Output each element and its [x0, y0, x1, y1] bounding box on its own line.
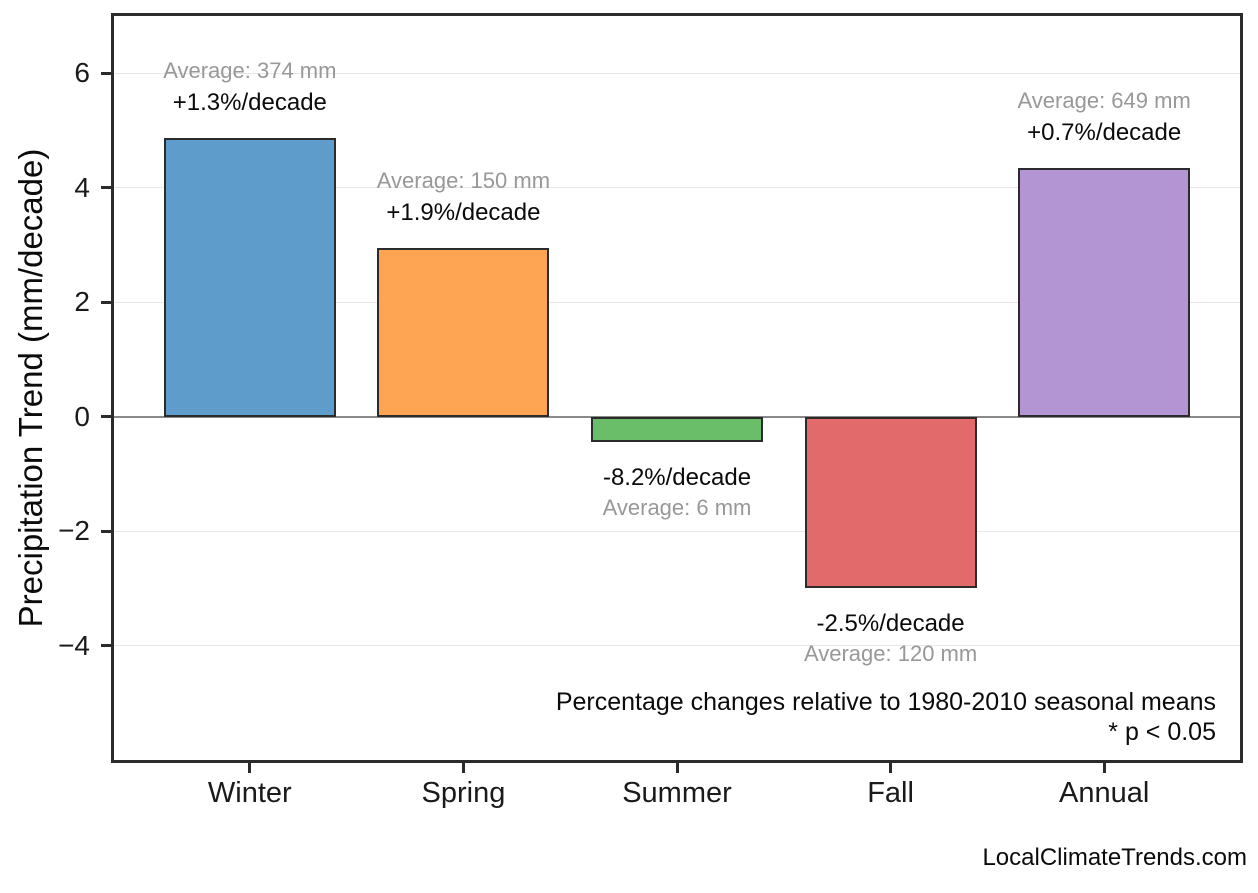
bar-fall: [804, 416, 977, 589]
bar-summer: [591, 416, 763, 443]
y-tick-label: −4: [58, 629, 90, 661]
y-tick-label: 0: [74, 400, 90, 432]
gridline-y-2: [114, 301, 1240, 303]
bar-avg-label-annual: Average: 649 mm: [1017, 87, 1191, 113]
y-tick-mark: [101, 186, 111, 190]
x-tick-mark: [248, 763, 252, 773]
bar-avg-label-spring: Average: 150 mm: [376, 167, 551, 193]
y-tick-label: −2: [58, 515, 90, 547]
note-percentage-baseline: Percentage changes relative to 1980-2010…: [555, 688, 1216, 716]
y-tick-mark: [101, 529, 111, 533]
x-tick-label-winter: Winter: [207, 777, 292, 809]
bar-spring: [377, 247, 550, 417]
y-tick-mark: [101, 415, 111, 419]
gridline-y--2: [114, 530, 1240, 532]
bar-pct-label-summer: -8.2%/decade: [602, 464, 752, 492]
x-tick-label-fall: Fall: [867, 777, 914, 809]
gridline-y-6: [114, 72, 1240, 74]
y-tick-mark: [101, 644, 111, 648]
x-tick-mark: [675, 763, 679, 773]
y-tick-label: 4: [74, 171, 90, 203]
y-axis-title: Precipitation Trend (mm/decade): [12, 148, 49, 628]
y-tick-mark: [101, 71, 111, 75]
gridline-y--4: [114, 645, 1240, 647]
x-tick-mark: [1102, 763, 1106, 773]
y-tick-label: 2: [74, 286, 90, 318]
bar-pct-label-winter: +1.3%/decade: [172, 89, 327, 117]
bar-pct-label-fall: -2.5%/decade: [816, 610, 965, 638]
chart-notes: Percentage changes relative to 1980-2010…: [556, 687, 1216, 747]
x-tick-label-spring: Spring: [421, 777, 506, 809]
x-tick-mark: [889, 763, 893, 773]
bar-winter: [163, 138, 336, 417]
footer-watermark: LocalClimateTrends.com: [982, 844, 1247, 871]
bar-pct-label-annual: +0.7%/decade: [1027, 118, 1182, 146]
note-significance: * p < 0.05: [1108, 718, 1216, 746]
bar-avg-label-winter: Average: 374 mm: [163, 58, 337, 84]
bar-annual: [1018, 167, 1191, 417]
x-tick-mark: [461, 763, 465, 773]
y-tick-label: 6: [74, 57, 90, 89]
gridline-y-4: [114, 187, 1240, 189]
x-tick-label-annual: Annual: [1059, 777, 1150, 809]
x-tick-label-summer: Summer: [622, 777, 732, 809]
bar-avg-label-fall: Average: 120 mm: [803, 641, 978, 667]
plot-area: Percentage changes relative to 1980-2010…: [58, 13, 1243, 809]
bar-pct-label-spring: +1.9%/decade: [386, 198, 541, 226]
bar-avg-label-summer: Average: 6 mm: [602, 495, 752, 521]
y-tick-mark: [101, 300, 111, 304]
